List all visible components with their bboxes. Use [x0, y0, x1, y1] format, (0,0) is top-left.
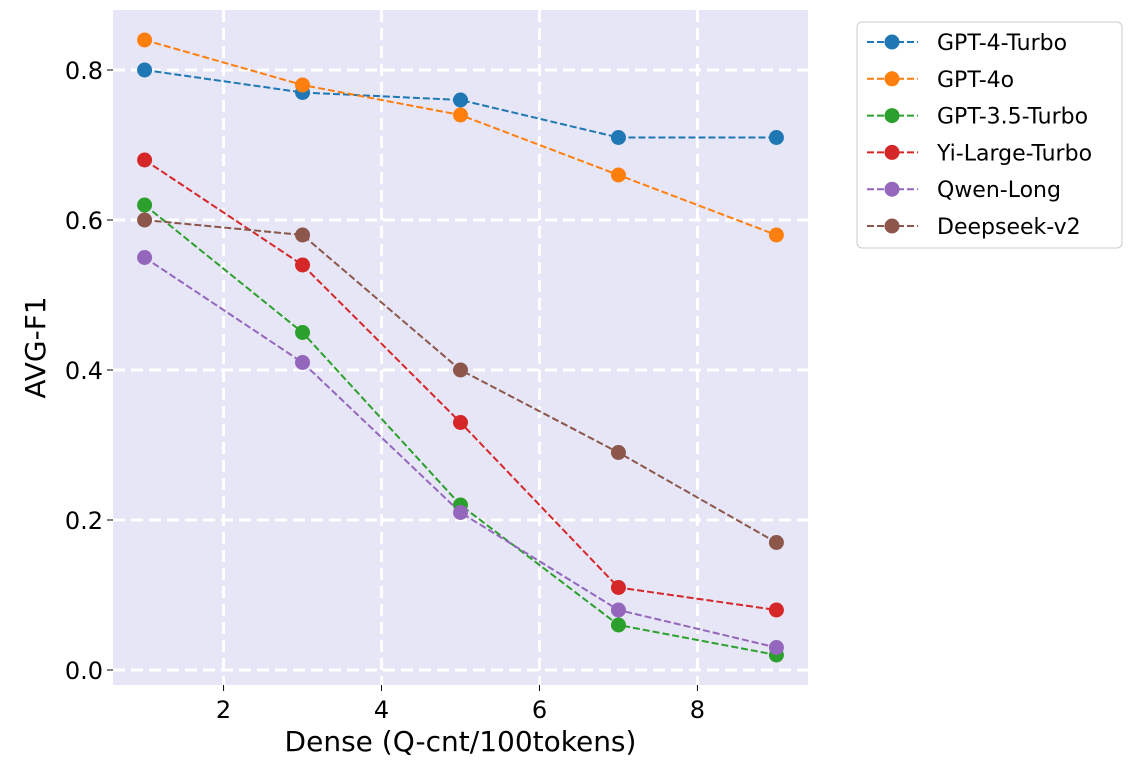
- legend-label: GPT-4o: [937, 68, 1014, 93]
- data-point: [137, 250, 153, 265]
- legend-label: Qwen-Long: [937, 178, 1061, 203]
- data-point: [295, 325, 311, 340]
- x-axis-label: Dense (Q-cnt/100tokens): [285, 725, 637, 758]
- y-tick-label: 0.8: [65, 57, 103, 85]
- legend-item: GPT-4-Turbo: [867, 31, 1067, 56]
- series-line: [144, 256, 777, 649]
- data-point: [295, 77, 311, 93]
- data-point: [137, 212, 153, 228]
- data-point: [453, 505, 468, 520]
- data-point: [610, 445, 626, 460]
- legend-marker: [884, 144, 900, 160]
- legend-marker: [884, 181, 900, 197]
- legend-item: Yi-Large-Turbo: [867, 141, 1092, 166]
- legend-marker: [884, 108, 900, 124]
- legend: GPT-4-Turbo GPT-4o GPT-3.5-Turbo Yi-Large-T…: [856, 21, 1123, 249]
- series-layer: [137, 32, 784, 663]
- data-point: [768, 602, 784, 618]
- axes: 2 4 6 8 0.0 0.2 0.4 0.6 0.8: [65, 57, 705, 724]
- legend-label: Yi-Large-Turbo: [936, 141, 1092, 166]
- data-point: [295, 257, 311, 273]
- data-point: [610, 602, 626, 618]
- data-point: [137, 62, 153, 78]
- data-point: [137, 32, 153, 48]
- data-point: [453, 415, 468, 430]
- legend-marker: [884, 34, 900, 50]
- data-point: [768, 640, 784, 655]
- data-point: [295, 355, 311, 370]
- legend-marker: [884, 218, 900, 234]
- y-tick-label: 0.6: [65, 207, 103, 235]
- legend-label: Deepseek-v2: [937, 215, 1081, 240]
- data-point: [768, 227, 784, 243]
- series-qwen-long: [137, 250, 784, 655]
- data-point: [610, 167, 626, 183]
- x-tick-label: 2: [216, 696, 231, 724]
- legend-item: GPT-4o: [867, 68, 1014, 93]
- y-tick-label: 0.4: [65, 357, 103, 385]
- legend-label: GPT-4-Turbo: [937, 31, 1067, 56]
- y-tick-label: 0.2: [65, 507, 103, 535]
- grid-lines: [113, 10, 808, 685]
- legend-item: Qwen-Long: [867, 178, 1061, 203]
- legend-item: Deepseek-v2: [867, 215, 1081, 240]
- x-tick-label: 4: [374, 696, 389, 724]
- y-axis-label: AVG-F1: [19, 296, 52, 398]
- legend-box: [856, 21, 1123, 249]
- data-point: [453, 92, 468, 108]
- data-point: [610, 130, 626, 145]
- data-point: [453, 362, 468, 378]
- x-tick-label: 6: [532, 696, 547, 724]
- data-point: [453, 107, 468, 123]
- data-point: [768, 130, 784, 145]
- legend-label: GPT-3.5-Turbo: [937, 105, 1088, 130]
- data-point: [610, 580, 626, 595]
- data-point: [137, 152, 153, 168]
- y-tick-label: 0.0: [65, 657, 103, 685]
- legend-item: GPT-3.5-Turbo: [867, 105, 1088, 130]
- data-point: [137, 197, 153, 213]
- data-point: [295, 227, 311, 243]
- series-gpt-4o: [137, 32, 784, 243]
- series-deepseek-v2: [137, 212, 784, 550]
- x-tick-label: 8: [690, 696, 705, 724]
- data-point: [610, 617, 626, 633]
- legend-marker: [884, 71, 900, 87]
- series-line: [144, 69, 777, 139]
- data-point: [768, 535, 784, 550]
